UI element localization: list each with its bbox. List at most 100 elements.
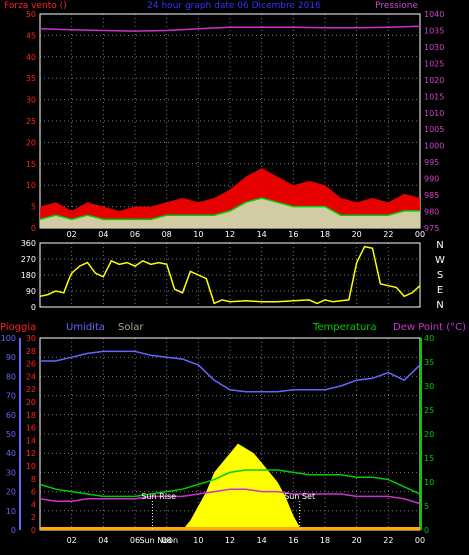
humidity-y-tick-label: 10 [6,507,16,516]
temperature-y-tick-label: 10 [424,478,434,487]
climate-x-tick-label: 18 [320,536,330,545]
pressure-y-tick-label: 995 [424,158,439,167]
climate-x-tick-label: 04 [98,536,108,545]
rain-y-tick-label: 10 [26,462,36,471]
wind-x-tick-label: 20 [352,230,362,239]
direction-y-tick-label: 180 [21,271,36,280]
temperature-y-tick-label: 15 [424,454,434,463]
rain-y-tick-label: 4 [31,500,36,509]
wind-y-tick-label: 35 [26,74,36,83]
wind-y-tick-label: 40 [26,53,36,62]
wind-x-tick-label: 12 [225,230,235,239]
wind-direction-line [39,245,421,305]
direction-y-tick-label: 270 [21,255,36,264]
wind-x-tick-label: 06 [130,230,140,239]
rain-y-tick-label: 22 [26,385,36,394]
legend-label: Solar [118,322,144,333]
temperature-y-tick-label: 0 [424,526,429,535]
pressure-y-tick-label: 1030 [424,43,444,52]
direction-grid [39,242,421,308]
pressure-y-tick-label: 1020 [424,76,444,85]
pressure-y-tick-label: 980 [424,208,439,217]
climate-x-tick-label: 20 [352,536,362,545]
rain-y-tick-label: 18 [26,411,36,420]
wind-x-tick-label: 10 [193,230,203,239]
pressure-y-tick-label: 985 [424,191,439,200]
humidity-line [40,350,421,393]
direction-y-tick-label: 0 [31,303,36,312]
humidity-y-tick-label: 90 [6,353,16,362]
wind-x-tick-label: 18 [320,230,330,239]
temperature-y-tick-label: 35 [424,358,434,367]
wind-y-tick-label: 20 [26,138,36,147]
wind-y-tick-label: 5 [31,203,36,212]
left-axis-label: Forza vento () [4,1,67,11]
temperature-y-tick-label: 25 [424,406,434,415]
legend-label: Umidita [66,322,105,333]
climate-x-tick-label: 00 [415,536,425,545]
pressure-y-tick-label: 975 [424,224,439,233]
wind-avg-line [39,197,420,221]
wind-x-tick-label: 14 [257,230,267,239]
rain-y-tick-label: 2 [31,513,36,522]
sun-annotation: Sun Noon [139,536,178,545]
pressure-y-tick-label: 1040 [424,10,444,19]
humidity-y-tick-label: 0 [11,526,16,535]
rain-y-tick-label: 20 [26,398,36,407]
temperature-y-tick-label: 30 [424,382,434,391]
solar-area [182,443,302,530]
legend-label: Dew Point (°C) [393,322,466,333]
humidity-y-tick-label: 70 [6,392,16,401]
climate-x-tick-label: 10 [193,536,203,545]
humidity-y-tick-label: 80 [6,372,16,381]
climate-x-tick-label: 08 [162,536,172,545]
climate-x-tick-label: 16 [288,536,298,545]
compass-label: S [437,270,443,281]
wind-x-tick-label: 08 [162,230,172,239]
pressure-y-tick-label: 990 [424,175,439,184]
temperature-y-tick-label: 40 [424,334,434,343]
rain-y-tick-label: 16 [26,424,36,433]
climate-x-tick-label: 22 [383,536,393,545]
climate-x-tick-label: 14 [257,536,267,545]
pressure-y-tick-label: 1005 [424,125,444,134]
humidity-y-tick-label: 20 [6,488,16,497]
humidity-y-tick-label: 30 [6,468,16,477]
temperature-y-tick-label: 20 [424,430,434,439]
temperature-line [39,469,421,498]
climate-x-tick-label: 02 [67,536,77,545]
temperature-y-tick-label: 5 [424,502,429,511]
wind-y-tick-label: 50 [26,10,36,19]
humidity-y-tick-label: 60 [6,411,16,420]
compass-label: N [436,240,443,251]
humidity-y-tick-label: 40 [6,449,16,458]
humidity-y-tick-label: 50 [6,430,16,439]
wind-x-tick-label: 02 [67,230,77,239]
direction-y-tick-label: 360 [21,239,36,248]
sun-annotation: Sun Rise [141,492,176,501]
rain-y-tick-label: 8 [31,475,36,484]
pressure-line [39,25,421,32]
wind-y-tick-label: 30 [26,96,36,105]
pressure-y-tick-label: 1035 [424,26,444,35]
right-axis-label: Pressione [375,1,418,11]
wind-min-area [40,198,420,228]
rain-y-tick-label: 26 [26,360,36,369]
chart-title: 24 hour graph date 06 Dicembre 2016 [147,1,321,11]
humidity-y-tick-label: 100 [1,334,16,343]
compass-label: E [437,285,443,296]
wind-y-tick-label: 10 [26,181,36,190]
wind-x-tick-label: 00 [415,230,425,239]
legend-label: Pioggia [0,322,36,333]
legend-label: Temperatura [312,322,377,333]
wind-y-tick-label: 45 [26,31,36,40]
dewpoint-line [39,488,421,505]
pressure-y-tick-label: 1015 [424,92,444,101]
rain-y-tick-label: 0 [31,526,36,535]
wind-x-tick-label: 16 [288,230,298,239]
rain-y-tick-label: 28 [26,347,36,356]
wind-y-tick-label: 25 [26,117,36,126]
wind-y-tick-label: 15 [26,160,36,169]
